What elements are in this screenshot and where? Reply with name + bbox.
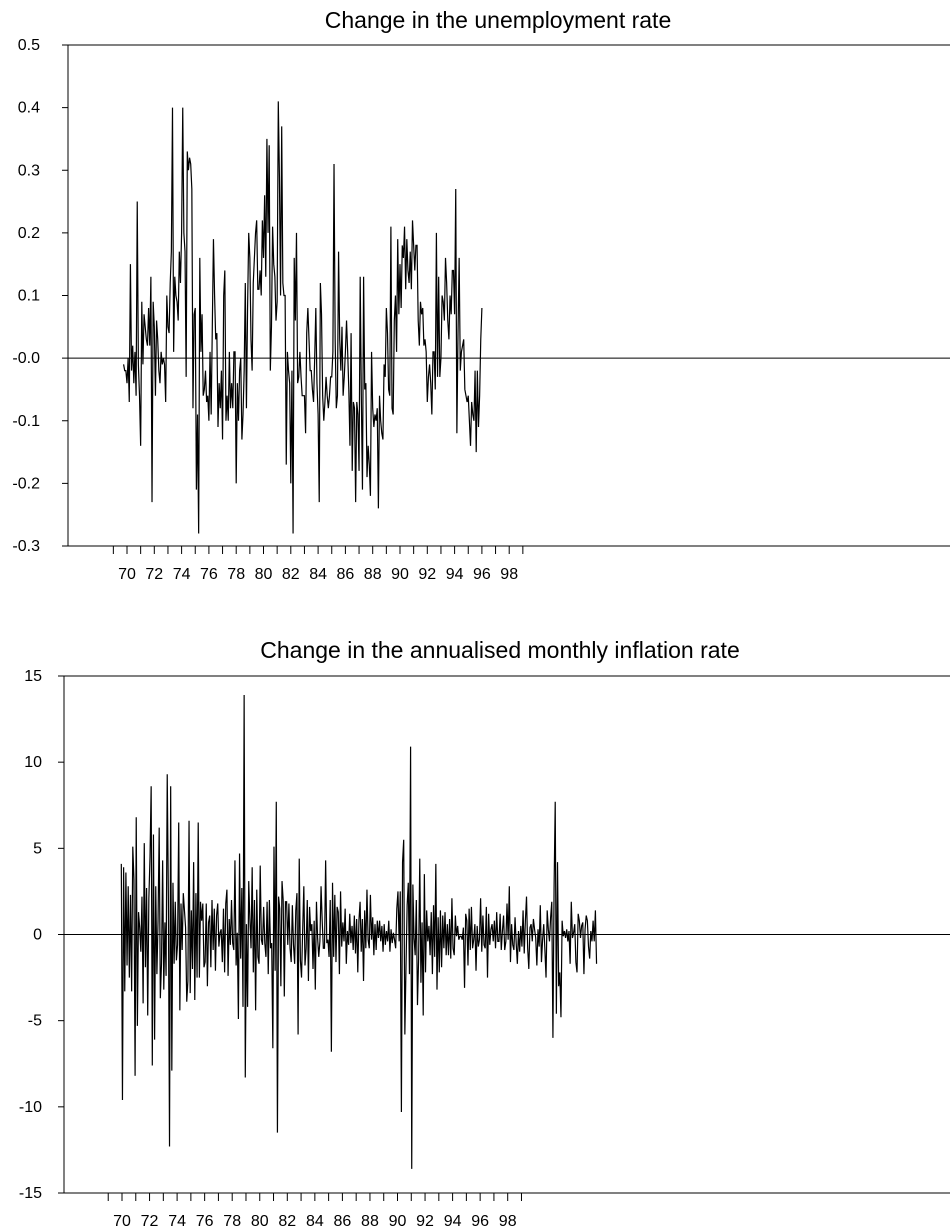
unemployment-chart-svg: Change in the unemployment rate 0.5 0.4 0.3… [12, 7, 950, 583]
x-tick-label: 74 [168, 1213, 186, 1227]
x-tick-label: 98 [500, 566, 518, 583]
x-tick-label: 96 [473, 566, 491, 583]
x-tick-label: 96 [471, 1213, 489, 1227]
y-tick-label: 5 [33, 840, 42, 857]
unemployment-change-chart: Change in the unemployment rate 0.5 0.4 0.3… [0, 0, 950, 600]
series-line [120, 694, 598, 1169]
chart-2-group: Change in the annualised monthly inflati… [19, 637, 950, 1227]
x-tick-label: 86 [334, 1213, 352, 1227]
x-tick-label: 94 [446, 566, 464, 583]
inflation-change-chart: Change in the annualised monthly inflati… [0, 620, 950, 1227]
x-tick-label: 76 [196, 1213, 214, 1227]
x-tick-label: 70 [113, 1213, 131, 1227]
x-tick-label: 90 [391, 566, 409, 583]
x-tick-label: 94 [444, 1213, 462, 1227]
x-tick-label: 98 [499, 1213, 517, 1227]
x-tick-label: 90 [389, 1213, 407, 1227]
chart-title: Change in the annualised monthly inflati… [260, 637, 740, 663]
x-tick-label: 80 [251, 1213, 269, 1227]
chart-1-group: Change in the unemployment rate 0.5 0.4 0.3… [12, 7, 950, 583]
y-tick-label: 0.1 [18, 288, 40, 305]
y-tick-label: 0.2 [18, 225, 40, 242]
x-tick-label: 70 [118, 566, 136, 583]
y-tick-label: -0.3 [12, 538, 40, 555]
x-tick-label: 80 [255, 566, 273, 583]
x-tick-label: 82 [282, 566, 300, 583]
y-tick-label: 0.3 [18, 162, 40, 179]
x-tick-label: 88 [361, 1213, 379, 1227]
y-tick-label: -10 [19, 1099, 42, 1116]
x-tick-label: 84 [306, 1213, 324, 1227]
x-tick-label: 76 [200, 566, 218, 583]
y-tick-label: -0.2 [12, 475, 40, 492]
y-tick-label: 0.4 [18, 100, 40, 117]
x-tick-label: 92 [416, 1213, 434, 1227]
y-tick-label: -15 [19, 1185, 42, 1202]
x-tick-label: 86 [337, 566, 355, 583]
x-tick-label: 72 [141, 1213, 159, 1227]
x-tick-label: 84 [309, 566, 327, 583]
series-line [122, 101, 483, 534]
y-tick-label: -0.0 [12, 350, 40, 367]
x-tick-label: 82 [278, 1213, 296, 1227]
x-tick-label: 72 [145, 566, 163, 583]
y-tick-label: -5 [28, 1013, 42, 1030]
x-tick-label: 88 [364, 566, 382, 583]
y-tick-label: 10 [24, 754, 42, 771]
inflation-chart-svg: Change in the annualised monthly inflati… [19, 637, 950, 1227]
y-tick-label: 0.5 [18, 37, 40, 54]
y-tick-label: 15 [24, 668, 42, 685]
chart-title: Change in the unemployment rate [325, 7, 672, 33]
x-tick-label: 78 [223, 1213, 241, 1227]
x-tick-label: 78 [227, 566, 245, 583]
x-tick-label: 74 [173, 566, 191, 583]
y-tick-label: 0 [33, 927, 42, 944]
x-tick-label: 92 [418, 566, 436, 583]
y-tick-label: -0.1 [12, 413, 40, 430]
